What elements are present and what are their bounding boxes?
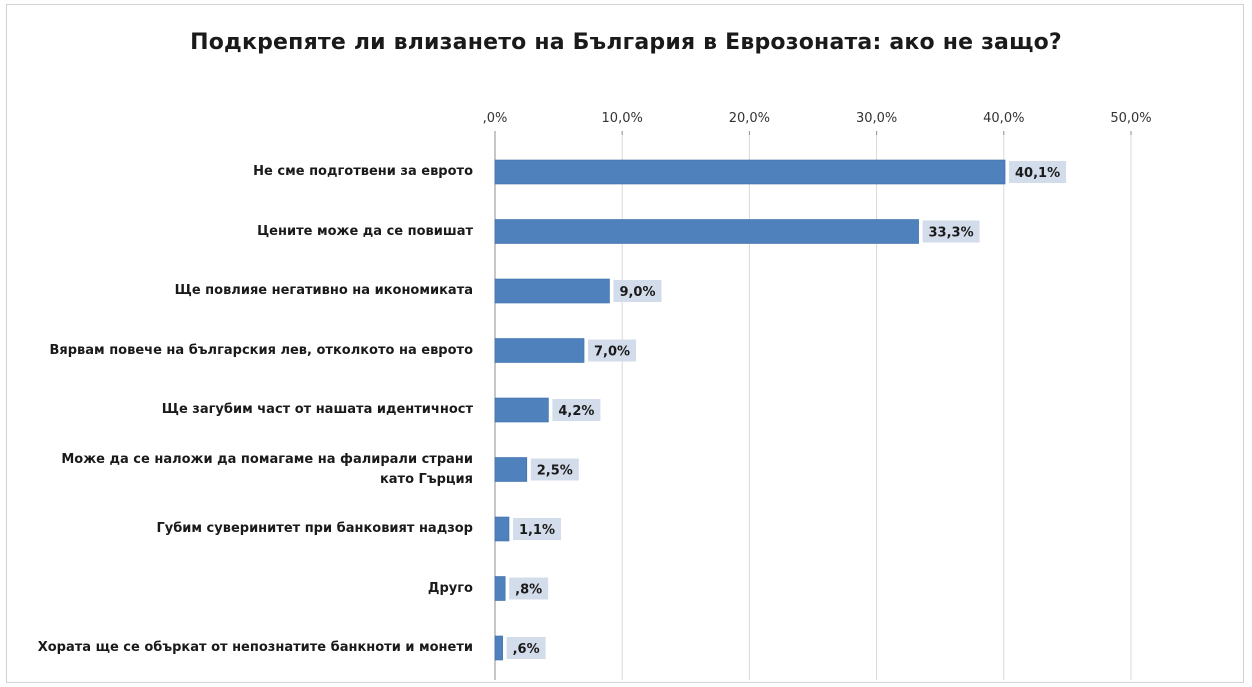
bar xyxy=(494,457,528,482)
bar xyxy=(494,397,549,423)
bar xyxy=(494,278,610,304)
data-label-background xyxy=(506,637,546,659)
data-label-background xyxy=(509,577,549,600)
x-tick-label: 40,0% xyxy=(983,111,1024,126)
data-label-background xyxy=(552,399,601,421)
bar xyxy=(494,516,510,542)
bars xyxy=(494,159,1006,661)
data-label-background xyxy=(512,518,561,540)
bar xyxy=(494,635,503,661)
x-tick-label: 50,0% xyxy=(1110,111,1151,126)
chart-title: Подкрепяте ли влизането на България в Ев… xyxy=(190,30,1062,55)
x-tick-label: 30,0% xyxy=(856,111,897,126)
category-label: Хората ще се объркат от непознатите банк… xyxy=(37,640,473,655)
category-label: Може да се наложи да помагаме на фалирал… xyxy=(61,451,473,487)
data-label-background xyxy=(530,458,579,481)
data-label: 1,1% xyxy=(519,523,555,538)
data-label: 33,3% xyxy=(929,226,974,241)
category-label: Губим суверинитет при банковият надзор xyxy=(156,521,473,536)
data-label-background xyxy=(922,220,980,243)
bar xyxy=(494,159,1006,185)
data-label: 7,0% xyxy=(594,345,630,360)
category-label: Вярвам повече на българския лев, отколко… xyxy=(49,342,473,358)
category-label: Цените може да се повишат xyxy=(257,223,473,239)
category-label: Не сме подготвени за еврото xyxy=(253,164,473,179)
category-label: Ще повлияе негативно на икономиката xyxy=(174,283,473,298)
data-label-background xyxy=(588,339,637,362)
bar xyxy=(494,576,506,601)
category-label: Ще загубим част от нашата идентичност xyxy=(161,402,473,417)
data-label: 4,2% xyxy=(558,404,594,419)
data-label: ,6% xyxy=(513,642,540,657)
category-label: Друго xyxy=(427,580,473,596)
x-tick-label: ,0% xyxy=(483,111,508,126)
x-tick-label: 20,0% xyxy=(729,111,770,126)
data-label: 40,1% xyxy=(1015,166,1060,181)
data-label: 2,5% xyxy=(537,464,573,479)
data-label-background xyxy=(1009,161,1067,183)
data-label-background xyxy=(613,280,662,302)
x-tick-label: 10,0% xyxy=(602,111,643,126)
data-label: 9,0% xyxy=(619,285,655,300)
data-label: ,8% xyxy=(515,583,542,598)
x-axis-ticks: ,0% 10,0% 20,0% 30,0% 40,0% 50,0% xyxy=(483,111,1152,135)
bar xyxy=(494,219,919,244)
bar xyxy=(494,338,585,363)
data-labels: 40,1% 33,3% 9,0% 7,0% 4,2% 2,5% 1,1% ,8% ,6% xyxy=(506,161,1067,659)
